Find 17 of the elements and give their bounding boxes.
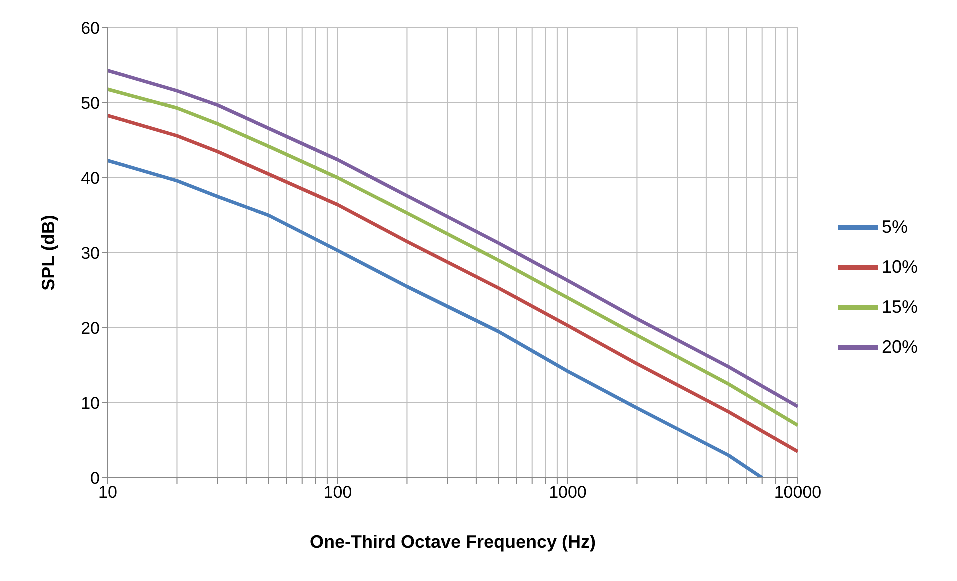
x-tick-label: 1000 — [549, 483, 587, 502]
x-tick-label: 10 — [98, 483, 118, 502]
x-tick-label: 10000 — [774, 483, 822, 502]
legend-label: 10% — [882, 256, 918, 277]
legend-label: 20% — [882, 336, 918, 357]
y-tick-label: 20 — [81, 319, 100, 338]
legend-label: 5% — [882, 216, 908, 237]
y-tick-label: 0 — [90, 469, 100, 488]
x-axis-title: One-Third Octave Frequency (Hz) — [310, 532, 596, 552]
y-tick-label: 40 — [81, 169, 100, 188]
x-tick-label: 100 — [324, 483, 352, 502]
y-tick-label: 30 — [81, 244, 100, 264]
legend-label: 15% — [882, 296, 918, 317]
y-tick-label: 10 — [81, 394, 100, 414]
y-axis-title: SPL (dB) — [38, 215, 58, 291]
y-tick-label: 50 — [81, 94, 100, 114]
y-tick-label: 60 — [81, 19, 100, 38]
